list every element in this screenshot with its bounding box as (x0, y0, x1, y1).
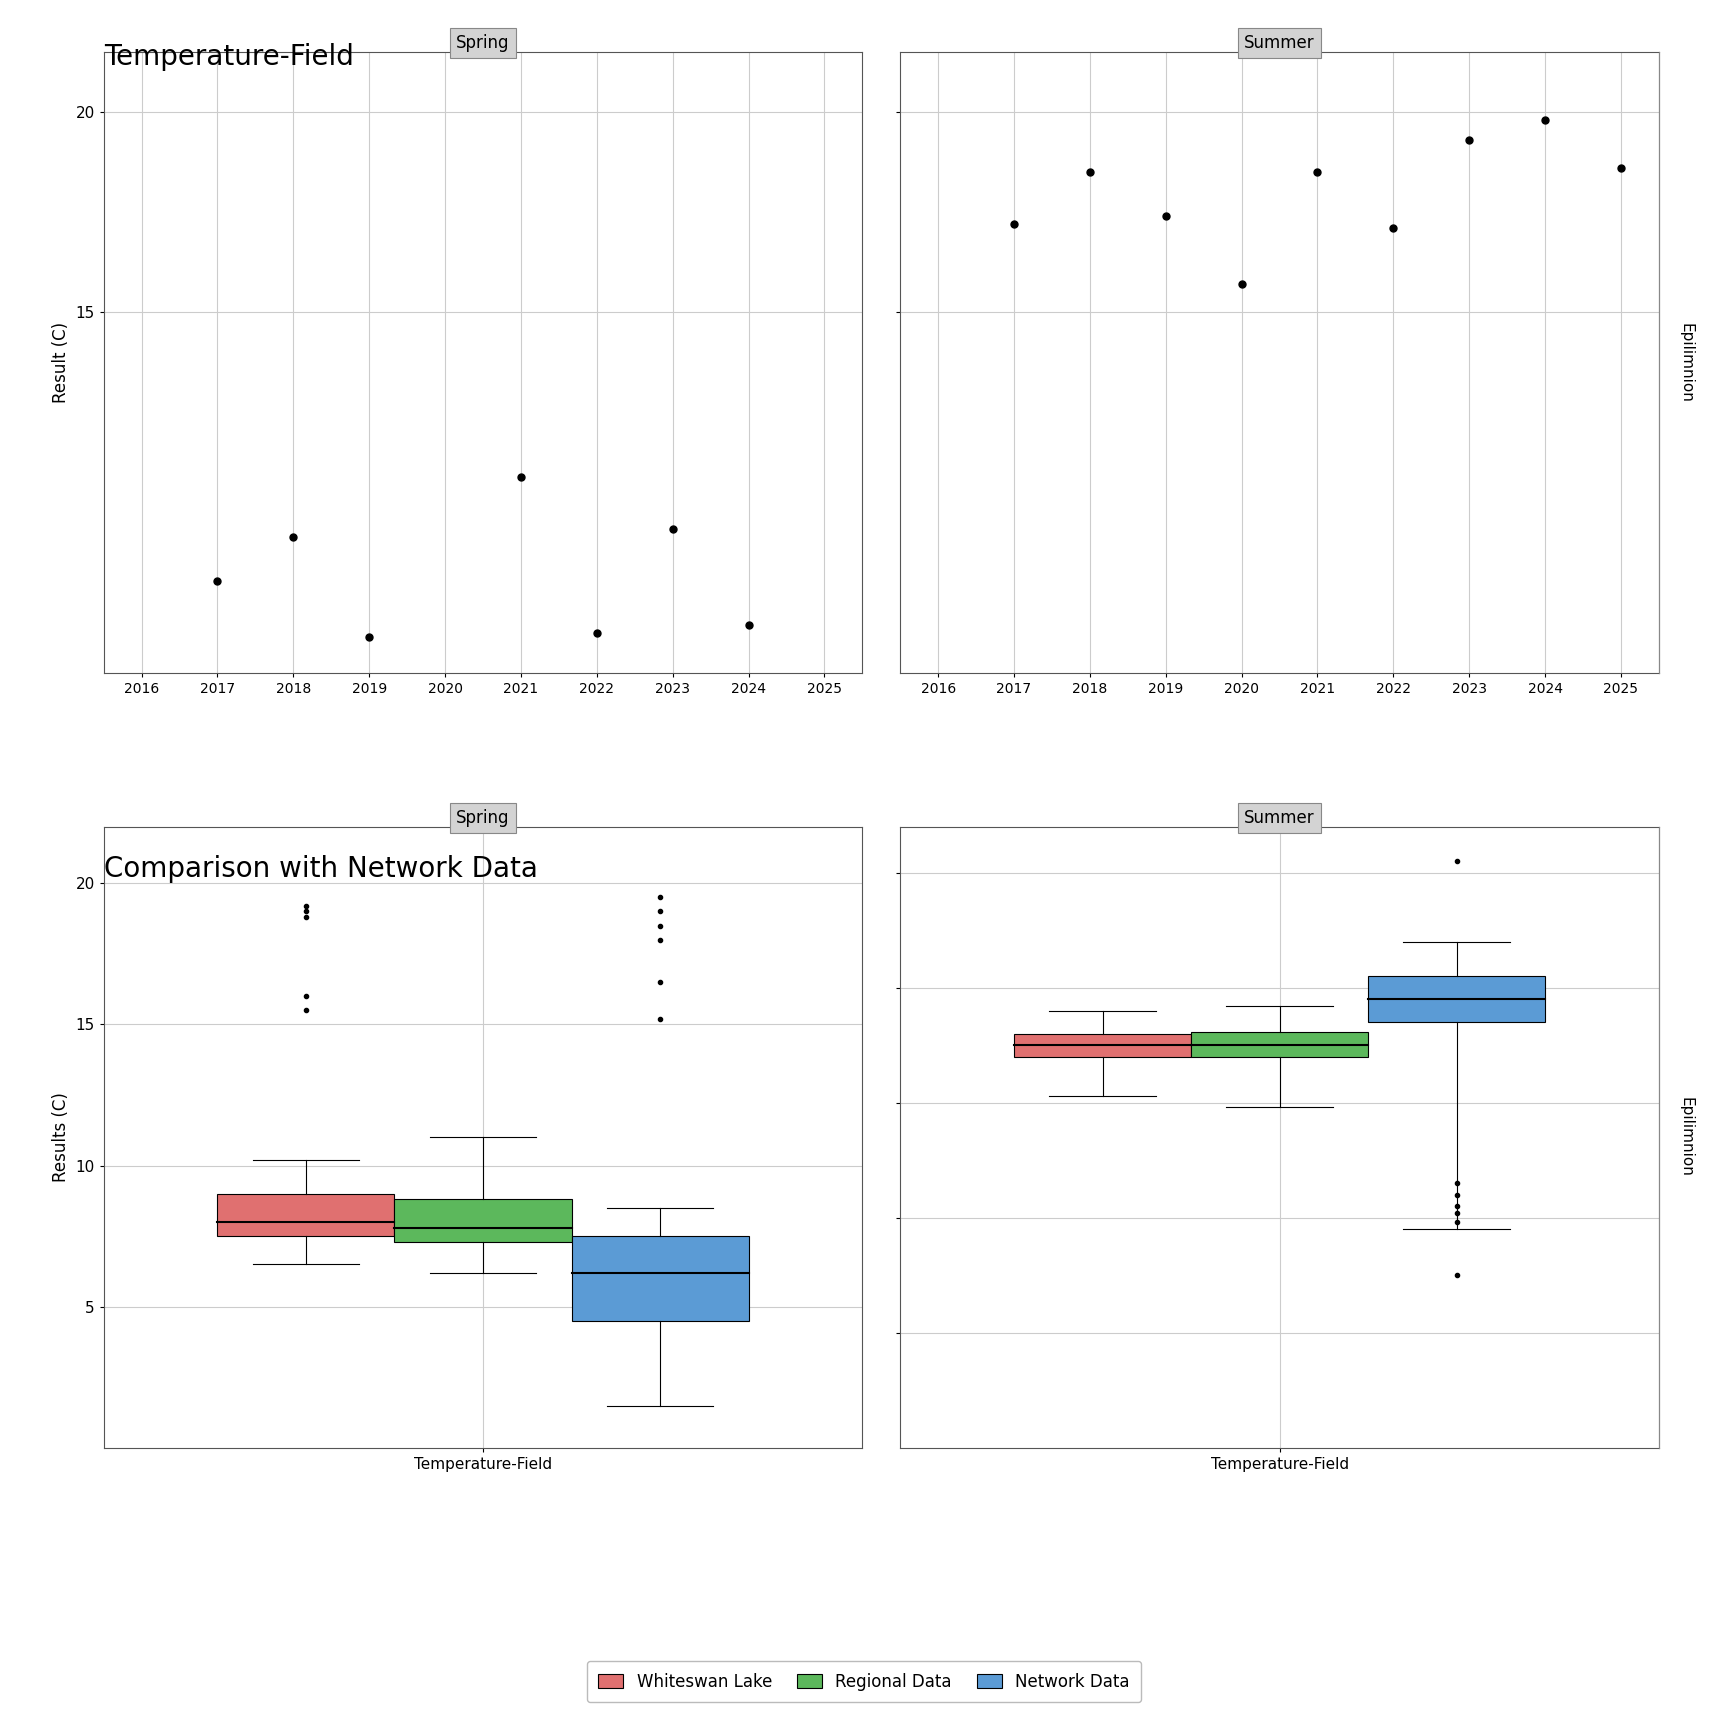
Title: Summer: Summer (1244, 809, 1315, 826)
Y-axis label: Results (C): Results (C) (52, 1092, 69, 1182)
Bar (394, 1199, 572, 1242)
Bar (1369, 976, 1545, 1023)
Point (1077, 159, 1104, 187)
Point (204, 567, 232, 594)
Point (734, 612, 762, 639)
Text: Comparison with Network Data: Comparison with Network Data (104, 855, 537, 883)
Point (280, 524, 308, 551)
Point (1229, 271, 1256, 299)
Bar (1191, 1032, 1369, 1058)
Y-axis label: Epilimnion: Epilimnion (1678, 323, 1693, 403)
Point (1303, 159, 1331, 187)
Y-axis label: Result (C): Result (C) (52, 321, 69, 403)
Point (1001, 211, 1028, 238)
Point (1153, 202, 1180, 230)
Bar (1014, 1033, 1191, 1058)
Title: Spring: Spring (456, 35, 510, 52)
Title: Summer: Summer (1244, 35, 1315, 52)
Text: Temperature-Field: Temperature-Field (104, 43, 354, 71)
Point (506, 463, 534, 491)
Point (356, 624, 384, 651)
Title: Spring: Spring (456, 809, 510, 826)
Bar (218, 1194, 394, 1236)
Y-axis label: Epilimnion: Epilimnion (1678, 1097, 1693, 1177)
Point (1379, 214, 1407, 242)
Point (1531, 105, 1559, 133)
Point (1607, 154, 1635, 181)
Point (658, 515, 686, 543)
Legend: Whiteswan Lake, Regional Data, Network Data: Whiteswan Lake, Regional Data, Network D… (586, 1661, 1142, 1702)
Point (582, 619, 610, 646)
Point (1455, 126, 1483, 154)
Bar (572, 1236, 748, 1320)
